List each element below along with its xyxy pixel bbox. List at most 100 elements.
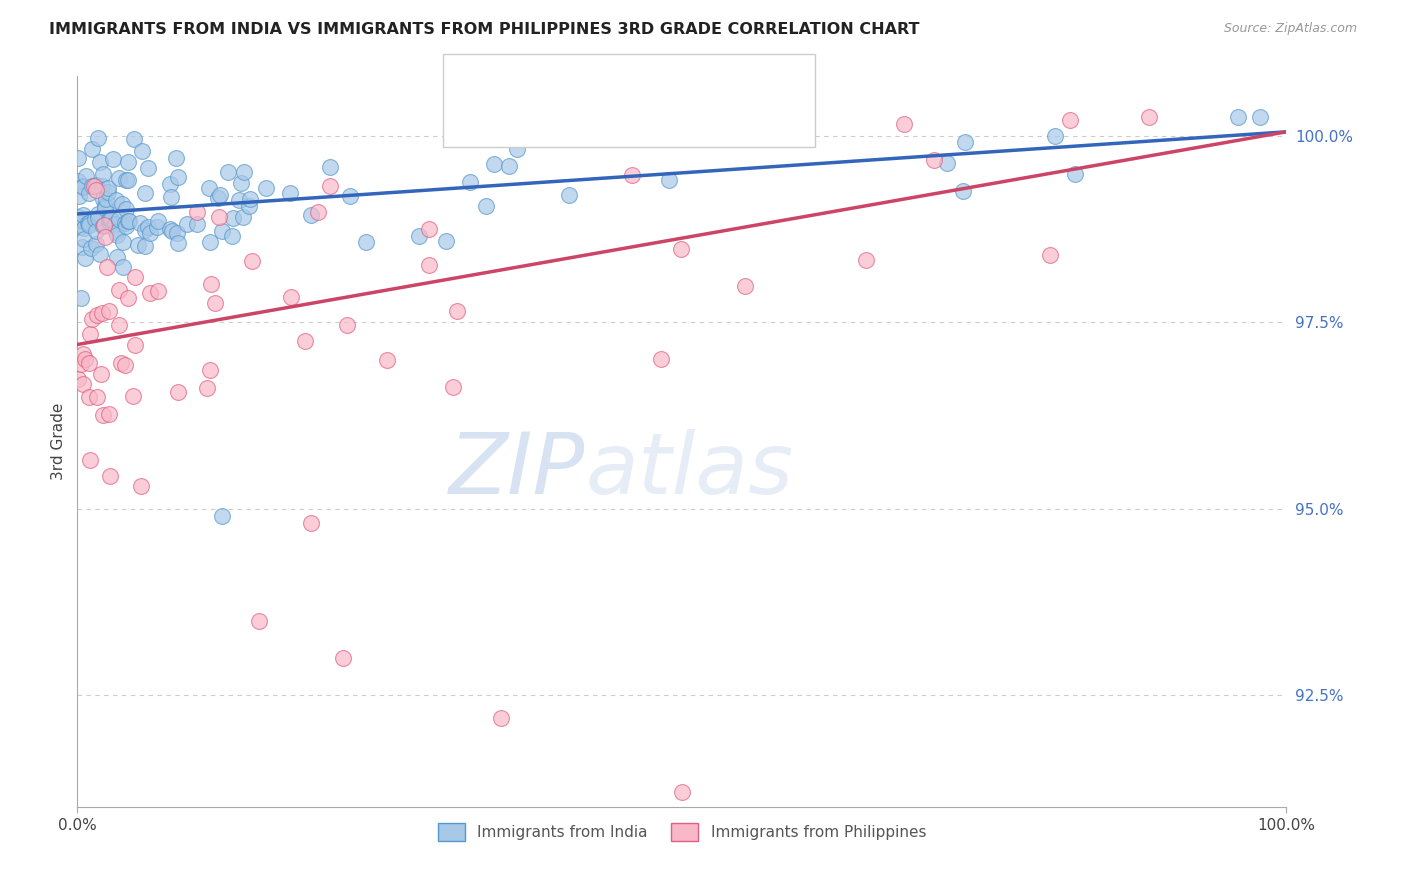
- Point: [72, 180, 94, 194]
- Point: [734, 279, 756, 293]
- Point: [558, 187, 581, 202]
- Point: [104, 194, 127, 208]
- Point: [159, 177, 181, 191]
- Point: [108, 171, 131, 186]
- Point: [93, 218, 115, 232]
- Point: [89, 246, 111, 260]
- Point: [239, 192, 262, 206]
- Point: [217, 165, 239, 179]
- Point: [72, 178, 94, 193]
- Point: [77, 390, 100, 404]
- Text: N = 123: N = 123: [668, 72, 731, 87]
- Point: [77, 356, 100, 370]
- Point: [79, 452, 101, 467]
- Point: [232, 210, 254, 224]
- Point: [307, 205, 329, 219]
- Point: [1039, 248, 1062, 262]
- Point: [1137, 110, 1160, 124]
- Point: [96, 260, 118, 274]
- Point: [221, 229, 243, 244]
- Point: [336, 318, 359, 332]
- Point: [139, 226, 162, 240]
- Point: [446, 303, 468, 318]
- Point: [669, 242, 692, 256]
- Point: [80, 240, 103, 254]
- Text: R = 0.442: R = 0.442: [508, 72, 589, 87]
- Point: [211, 224, 233, 238]
- Point: [299, 208, 322, 222]
- Point: [122, 389, 145, 403]
- Point: [110, 197, 132, 211]
- Point: [104, 217, 127, 231]
- Point: [658, 173, 681, 187]
- Point: [505, 142, 527, 156]
- Legend: Immigrants from India, Immigrants from Philippines: Immigrants from India, Immigrants from P…: [432, 817, 932, 847]
- Point: [136, 219, 159, 234]
- Point: [66, 372, 89, 386]
- Point: [1064, 167, 1087, 181]
- Point: [517, 110, 540, 124]
- Point: [211, 509, 233, 524]
- Point: [86, 308, 108, 322]
- Point: [72, 377, 94, 392]
- Point: [86, 131, 108, 145]
- Point: [1045, 128, 1067, 143]
- Point: [80, 312, 103, 326]
- Point: [247, 614, 270, 628]
- Point: [108, 318, 131, 333]
- Point: [118, 214, 141, 228]
- Point: [441, 379, 464, 393]
- Point: [108, 283, 131, 297]
- Point: [209, 188, 232, 202]
- Point: [148, 285, 170, 299]
- Point: [91, 219, 114, 233]
- Point: [621, 168, 644, 182]
- Point: [127, 237, 149, 252]
- Point: [98, 407, 121, 421]
- Point: [83, 178, 105, 193]
- Point: [72, 347, 94, 361]
- Point: [160, 224, 183, 238]
- Point: [72, 220, 94, 235]
- Point: [671, 785, 693, 799]
- Point: [176, 217, 198, 231]
- Point: [84, 183, 107, 197]
- Point: [73, 232, 96, 246]
- Point: [91, 408, 114, 422]
- Point: [922, 153, 945, 168]
- Point: [69, 214, 91, 228]
- Point: [574, 121, 596, 136]
- Text: Source: ZipAtlas.com: Source: ZipAtlas.com: [1223, 22, 1357, 36]
- Point: [80, 142, 103, 156]
- Point: [1249, 110, 1271, 124]
- Point: [70, 291, 93, 305]
- Text: ZIP: ZIP: [449, 429, 585, 512]
- Point: [124, 269, 146, 284]
- Point: [108, 212, 131, 227]
- Point: [98, 211, 121, 226]
- Text: R = 0.278: R = 0.278: [508, 110, 589, 124]
- Point: [91, 306, 114, 320]
- Point: [98, 468, 121, 483]
- Point: [418, 259, 440, 273]
- Point: [354, 235, 377, 250]
- Point: [105, 225, 128, 239]
- Point: [408, 228, 430, 243]
- Point: [458, 175, 481, 189]
- Point: [134, 239, 156, 253]
- Point: [91, 192, 114, 206]
- Point: [105, 250, 128, 264]
- Point: [124, 131, 146, 145]
- Point: [195, 381, 218, 395]
- Point: [101, 152, 124, 166]
- Point: [87, 211, 110, 226]
- Point: [339, 189, 361, 203]
- Point: [89, 155, 111, 169]
- Point: [72, 213, 94, 227]
- Point: [86, 178, 108, 193]
- Point: [238, 199, 260, 213]
- Point: [650, 351, 672, 366]
- Point: [294, 334, 316, 348]
- Text: N =  64: N = 64: [668, 110, 731, 124]
- Y-axis label: 3rd Grade: 3rd Grade: [51, 403, 66, 480]
